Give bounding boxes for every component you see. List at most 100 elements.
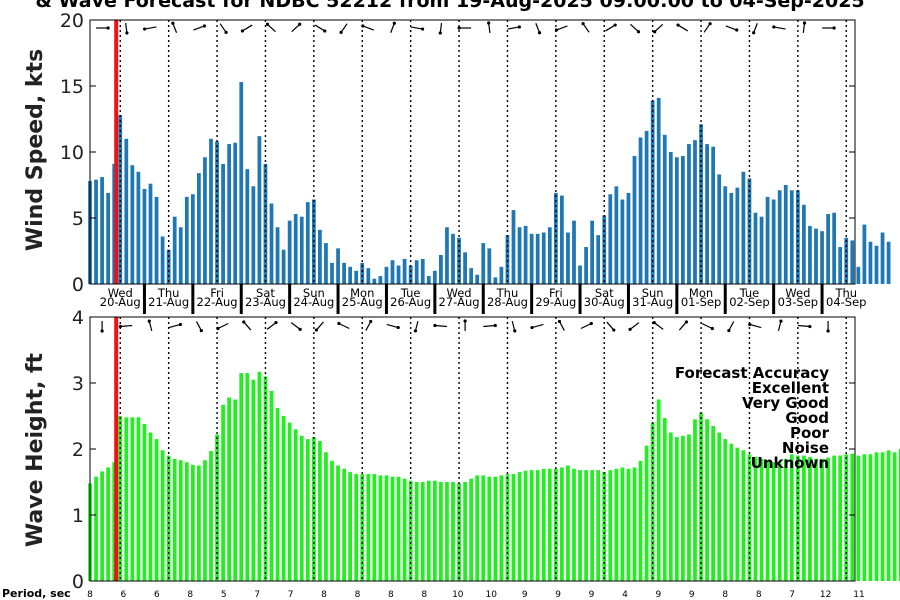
arrow-head <box>323 29 327 33</box>
wind-bar <box>741 171 746 284</box>
direction-arrow-icon <box>216 322 229 331</box>
period-value-label: 10 <box>452 590 464 600</box>
arrow-shaft <box>314 24 326 32</box>
wave-bar <box>311 437 316 581</box>
wave-bar <box>771 462 776 581</box>
arrow-shaft <box>703 23 711 33</box>
direction-arrow-icon <box>630 23 641 34</box>
wind-bar <box>777 190 782 284</box>
arrow-shaft <box>511 320 516 332</box>
arrow-head <box>106 26 110 30</box>
wind-bar <box>553 192 558 284</box>
wind-bar <box>275 227 280 284</box>
arrow-shaft <box>144 26 157 30</box>
arrow-head <box>438 31 442 35</box>
period-value-label: 6 <box>154 590 160 600</box>
legend-item-good: Good <box>785 409 829 427</box>
wind-bar <box>106 192 111 284</box>
direction-arrow-icon <box>290 322 302 331</box>
arrow-head <box>513 329 517 333</box>
wave-bar <box>251 379 256 581</box>
period-value-label: 8 <box>756 590 762 600</box>
wind-bar <box>614 186 619 284</box>
wind-bar <box>390 260 395 284</box>
arrow-head <box>826 329 830 333</box>
wave-bar <box>723 439 728 581</box>
arrow-head <box>100 329 104 333</box>
wave-bar <box>541 468 546 581</box>
wind-bar <box>318 229 322 284</box>
wind-bar <box>493 277 498 284</box>
period-value-label: 9 <box>689 590 695 600</box>
wind-bar <box>505 235 510 284</box>
period-value-label: 4 <box>622 590 628 600</box>
wind-bar <box>414 260 419 284</box>
date-label: 01-Sep <box>681 295 721 309</box>
wind-bar <box>481 243 486 284</box>
arrow-shaft <box>580 322 592 330</box>
wave-bar <box>687 434 691 581</box>
direction-arrow-icon <box>483 323 497 328</box>
wave-bar <box>668 432 673 581</box>
day-of-week-label: Wed <box>785 286 810 300</box>
wind-bar <box>644 130 649 284</box>
wind-bar <box>880 232 885 284</box>
direction-arrow-icon <box>100 321 104 333</box>
arrow-head <box>487 21 491 25</box>
wind-bar <box>499 266 504 284</box>
arrow-shaft <box>195 321 202 331</box>
arrow-shaft <box>315 321 324 331</box>
day-of-week-label: Wed <box>447 286 472 300</box>
wave-bar <box>632 467 637 581</box>
wave-bar <box>269 390 274 581</box>
arrow-shaft <box>653 322 664 330</box>
wind-bar <box>693 140 697 284</box>
arrow-head <box>143 27 147 31</box>
wave-bar <box>142 423 147 581</box>
period-value-label: 6 <box>121 590 127 600</box>
direction-arrow-icon <box>147 319 153 332</box>
period-value-label: 8 <box>321 590 327 600</box>
arrow-shaft <box>531 323 544 329</box>
wind-bar <box>620 199 625 284</box>
arrow-head <box>298 22 302 26</box>
wind-bar <box>795 190 800 284</box>
arrow-shaft <box>410 26 423 30</box>
wind-bar <box>687 144 691 284</box>
arrow-shaft <box>434 324 447 328</box>
wave-bar <box>553 468 558 581</box>
direction-arrow-icon <box>339 23 348 34</box>
y-tick-label: 1 <box>72 505 84 527</box>
direction-arrow-icon <box>219 23 228 34</box>
arrow-shaft <box>678 321 687 331</box>
wind-bar <box>814 228 818 284</box>
day-of-week-label: Tue <box>400 286 421 300</box>
arrow-shaft <box>172 23 178 33</box>
wave-bar <box>221 404 225 581</box>
wind-bar <box>723 186 728 284</box>
direction-arrow-icon <box>195 321 203 333</box>
arrow-shaft <box>777 320 782 332</box>
wind-bar <box>547 227 552 284</box>
wind-bar <box>874 245 879 284</box>
wind-bar <box>408 265 413 284</box>
period-value-label: 8 <box>355 590 361 600</box>
wave-bar <box>511 474 516 581</box>
period-value-label: 9 <box>555 590 561 600</box>
arrow-head <box>684 320 689 324</box>
direction-arrow-icon <box>701 322 714 331</box>
wave-bar <box>366 474 371 581</box>
day-of-week-label: Tue <box>739 286 760 300</box>
arrow-head <box>457 26 461 30</box>
wave-bar <box>493 476 498 581</box>
arrow-head <box>710 326 714 331</box>
wave-bar <box>487 476 492 581</box>
wind-bar <box>287 220 292 284</box>
wave-bar <box>832 455 837 581</box>
wave-bar <box>529 470 534 581</box>
wind-bar <box>124 138 129 284</box>
wind-bar <box>215 141 219 284</box>
wind-bar <box>868 241 873 284</box>
wave-bar <box>620 467 625 581</box>
